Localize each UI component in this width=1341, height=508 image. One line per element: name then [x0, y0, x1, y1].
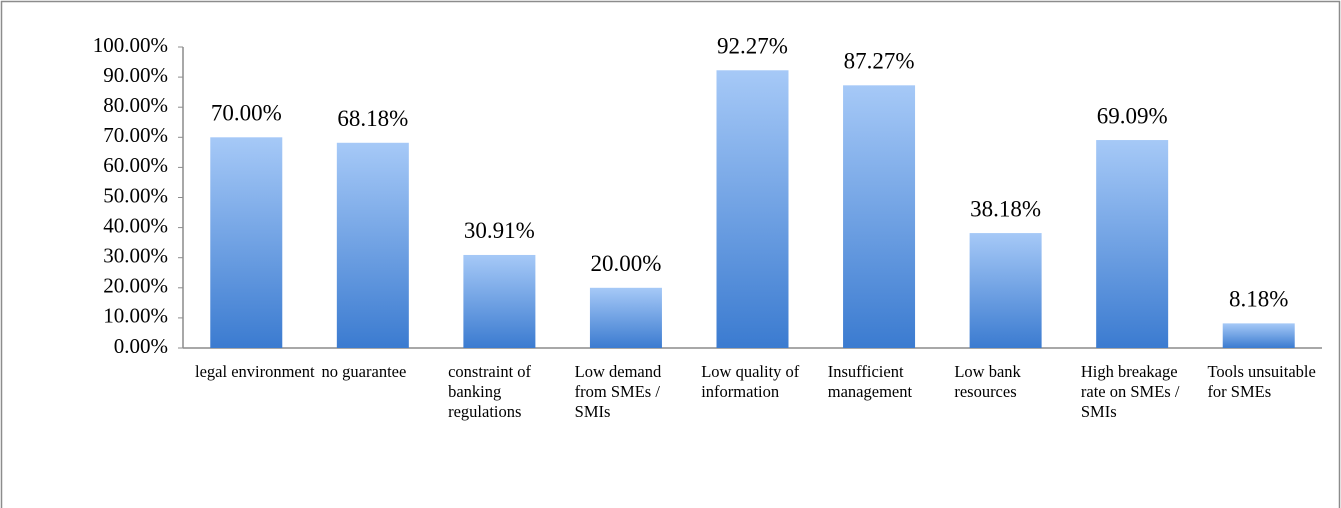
y-tick-label: 30.00% — [103, 244, 168, 268]
x-tick-label-box: constraint of banking regulations — [448, 362, 532, 421]
bar — [843, 85, 916, 349]
y-tick-label: 100.00% — [93, 33, 168, 57]
x-tick-label: legal environment — [195, 362, 315, 381]
bar — [336, 142, 409, 348]
bar — [1096, 140, 1169, 348]
y-tick-label: 0.00% — [114, 334, 168, 358]
y-tick-label: 50.00% — [103, 183, 168, 207]
y-tick-label: 90.00% — [103, 63, 168, 87]
x-tick-label: Low demand from SMEs / SMIs — [574, 362, 662, 421]
value-label: 20.00% — [590, 251, 661, 276]
value-label: 68.18% — [337, 106, 408, 131]
bar — [463, 254, 536, 348]
value-label: 92.27% — [717, 34, 788, 59]
value-label: 38.18% — [970, 196, 1041, 221]
x-tick-label: Insufficient management — [827, 362, 913, 401]
x-tick-label: Tools unsuitable for SMEs — [1207, 362, 1316, 401]
y-tick-label: 70.00% — [103, 123, 168, 147]
y-tick-label: 10.00% — [103, 304, 168, 328]
value-label: 30.91% — [464, 218, 535, 243]
bar — [210, 137, 283, 348]
value-label: 69.09% — [1097, 103, 1168, 128]
y-tick-label: 80.00% — [103, 93, 168, 117]
x-tick-label-box: no guarantee — [321, 362, 407, 381]
x-tick-label-box: Low demand from SMEs / SMIs — [574, 362, 662, 421]
x-tick-label: constraint of banking regulations — [448, 362, 532, 421]
x-tick-label-box: Insufficient management — [827, 362, 913, 401]
y-tick-label: 20.00% — [103, 274, 168, 298]
bar — [589, 287, 662, 348]
value-label: 8.18% — [1229, 287, 1288, 312]
x-tick-label-box: Tools unsuitable for SMEs — [1207, 362, 1316, 401]
x-tick-label: no guarantee — [321, 362, 407, 381]
x-tick-label: High breakage rate on SMEs / SMIs — [1080, 362, 1180, 421]
bar — [1222, 323, 1295, 348]
value-label: 70.00% — [211, 101, 282, 126]
x-tick-label: Low quality of information — [701, 362, 800, 401]
x-tick-label-box: Low quality of information — [701, 362, 800, 401]
value-label: 87.27% — [844, 49, 915, 74]
x-tick-label-box: High breakage rate on SMEs / SMIs — [1080, 362, 1180, 421]
bar — [969, 233, 1042, 348]
bar — [716, 70, 789, 348]
y-tick-label: 60.00% — [103, 153, 168, 177]
y-tick-label: 40.00% — [103, 213, 168, 237]
x-tick-label: Low bank resources — [954, 362, 1021, 401]
x-tick-label-box: Low bank resources — [954, 362, 1021, 401]
x-tick-label-box: legal environment — [195, 362, 315, 381]
